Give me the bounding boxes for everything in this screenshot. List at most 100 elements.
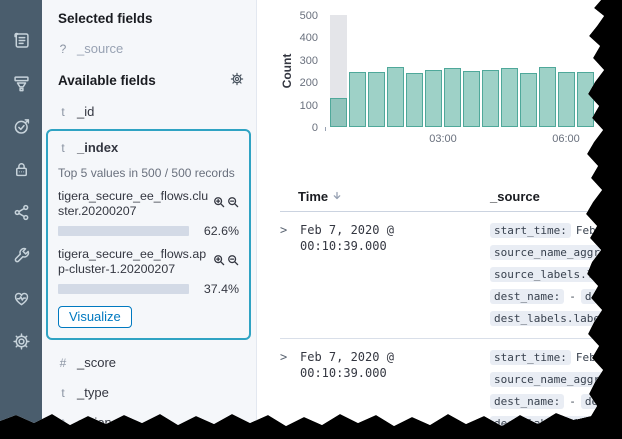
percent-label: 37.4% bbox=[203, 282, 239, 296]
source-line: start_time: Feb 7, bbox=[490, 349, 616, 365]
top-value-0: tigera_secure_ee_flows.cluster.20200207 6… bbox=[58, 189, 239, 238]
top-values-list: tigera_secure_ee_flows.cluster.20200207 6… bbox=[58, 189, 239, 296]
metrics-icon[interactable] bbox=[0, 62, 42, 105]
index-field-panel: t _index Top 5 values in 500 / 500 recor… bbox=[46, 129, 251, 340]
source-cell: start_time: Feb 7, source_name_aggr: dest_n… bbox=[486, 349, 616, 426]
top-value-text: tigera_secure_ee_flows.app-cluster-1.202… bbox=[58, 247, 207, 276]
field-value-text: - bbox=[569, 289, 576, 303]
field-name: _source bbox=[77, 41, 124, 56]
security-lock-icon[interactable] bbox=[0, 148, 42, 191]
histogram-bar bbox=[330, 98, 347, 127]
y-tick-100: 100 bbox=[299, 99, 318, 112]
field-name-chip: start_time: bbox=[490, 222, 571, 238]
source-cell: start_time: Feb 7 source_name_aggr: source_… bbox=[486, 222, 609, 332]
field-name-chip: start_time: bbox=[490, 349, 571, 365]
filter-for-value-icon[interactable] bbox=[213, 253, 225, 271]
percent-bar-track bbox=[58, 226, 189, 236]
histogram-bar bbox=[558, 72, 575, 127]
source-column-header: _source bbox=[490, 189, 540, 204]
histogram-bar bbox=[463, 71, 480, 127]
table-body: > Feb 7, 2020 @ 00:10:39.000 start_time: Fe… bbox=[280, 212, 616, 426]
uptime-icon[interactable] bbox=[0, 105, 42, 148]
settings-gear-icon[interactable] bbox=[0, 320, 42, 363]
filter-out-value-icon[interactable] bbox=[227, 195, 239, 213]
field-name-chip: dest bbox=[580, 288, 604, 304]
y-tick-0: 0 bbox=[311, 122, 318, 134]
x-tick-03:00: 03:00 bbox=[429, 133, 457, 145]
table-header-row: Time _source bbox=[280, 185, 604, 212]
discover-main: Count 0 100 200 300 400 500 03:00 06:00 Time bbox=[257, 0, 616, 426]
app-nav-bar bbox=[0, 0, 42, 426]
field-name-chip: dest_name: bbox=[490, 393, 565, 409]
index-field-header[interactable]: t _index bbox=[58, 140, 239, 155]
top-value-label-row: tigera_secure_ee_flows.app-cluster-1.202… bbox=[58, 247, 239, 277]
source-line: dest_labels.labels bbox=[490, 310, 604, 326]
expand-row-chevron-icon[interactable]: > bbox=[280, 223, 288, 237]
field-value-text: Feb 7 bbox=[575, 223, 609, 237]
y-tick-300: 300 bbox=[299, 54, 318, 67]
percent-label: 62.6% bbox=[203, 224, 239, 238]
field-value-text: - bbox=[569, 394, 576, 408]
top-value-1: tigera_secure_ee_flows.app-cluster-1.202… bbox=[58, 247, 239, 296]
histogram-bar bbox=[387, 67, 404, 127]
available-fields-heading: Available fields bbox=[42, 72, 256, 89]
monitoring-heartbeat-icon[interactable] bbox=[0, 277, 42, 320]
table-row: > Feb 7, 2020 @ 00:10:39.000 start_time: Fe… bbox=[280, 339, 616, 426]
filter-for-value-icon[interactable] bbox=[213, 195, 225, 213]
table-row: > Feb 7, 2020 @ 00:10:39.000 start_time: Fe… bbox=[280, 212, 609, 339]
magnifier-icons bbox=[213, 253, 239, 271]
wrench-icon[interactable] bbox=[0, 234, 42, 277]
share-icon[interactable] bbox=[0, 191, 42, 234]
field-row-_id[interactable]: t _id bbox=[42, 104, 256, 119]
field-name-chip: dest_labels.labels bbox=[490, 415, 604, 426]
field-name-chip: dest_labels.labels bbox=[490, 310, 604, 326]
histogram-bar bbox=[520, 73, 537, 127]
source-line: dest_name: - dest, bbox=[490, 393, 604, 409]
expand-row-chevron-icon[interactable]: > bbox=[280, 350, 288, 364]
time-column-header[interactable]: Time bbox=[298, 189, 486, 204]
visualize-button[interactable]: Visualize bbox=[58, 306, 132, 328]
field-name-chip: source_name_aggr: bbox=[490, 371, 604, 387]
top-value-bar-row: 37.4% bbox=[58, 282, 239, 296]
field-name-chip: source_name_aggr: bbox=[490, 244, 604, 260]
field-name-chip: dest, bbox=[580, 393, 604, 409]
filter-out-value-icon[interactable] bbox=[227, 253, 239, 271]
y-tick-200: 200 bbox=[299, 77, 318, 90]
fields-sidebar: Selected fields ? _source Available field… bbox=[42, 0, 257, 430]
field-row-action[interactable]: t action bbox=[42, 415, 256, 430]
logs-icon[interactable] bbox=[0, 19, 42, 62]
histogram-bar bbox=[577, 72, 594, 127]
field-value-text: Feb 7, bbox=[575, 350, 616, 364]
field-type-icon: t bbox=[61, 415, 65, 430]
histogram-bar bbox=[368, 72, 385, 127]
field-name: action bbox=[77, 415, 112, 430]
field-name-chip: source_labels.lab bbox=[490, 266, 604, 282]
field-row-_source[interactable]: ? _source bbox=[42, 41, 256, 56]
top-value-bar-row: 62.6% bbox=[58, 224, 239, 238]
field-name: _index bbox=[77, 140, 119, 155]
field-name: _type bbox=[77, 385, 109, 400]
magnifier-icons bbox=[213, 195, 239, 213]
source-line: source_name_aggr: bbox=[490, 244, 604, 260]
field-settings-gear-icon[interactable] bbox=[230, 72, 244, 89]
histogram-bar bbox=[406, 73, 423, 127]
histogram-bar bbox=[444, 68, 461, 127]
histogram-bar bbox=[425, 70, 442, 127]
histogram-bar bbox=[482, 70, 499, 127]
top-values-summary: Top 5 values in 500 / 500 records bbox=[58, 166, 235, 180]
field-type-icon: t bbox=[61, 140, 65, 155]
top-value-label-row: tigera_secure_ee_flows.cluster.20200207 bbox=[58, 189, 239, 219]
time-cell: Feb 7, 2020 @ 00:10:39.000 bbox=[300, 223, 394, 253]
field-row-_score[interactable]: # _score bbox=[42, 355, 256, 370]
percent-bar-track bbox=[58, 284, 189, 294]
field-name: _id bbox=[77, 104, 95, 119]
field-type-icon: t bbox=[61, 104, 65, 119]
field-type-icon: # bbox=[59, 355, 67, 370]
histogram-bar bbox=[349, 72, 366, 127]
source-line: source_name_aggr: bbox=[490, 371, 604, 387]
y-tick-500: 500 bbox=[299, 10, 318, 22]
field-row-_type[interactable]: t _type bbox=[42, 385, 256, 400]
